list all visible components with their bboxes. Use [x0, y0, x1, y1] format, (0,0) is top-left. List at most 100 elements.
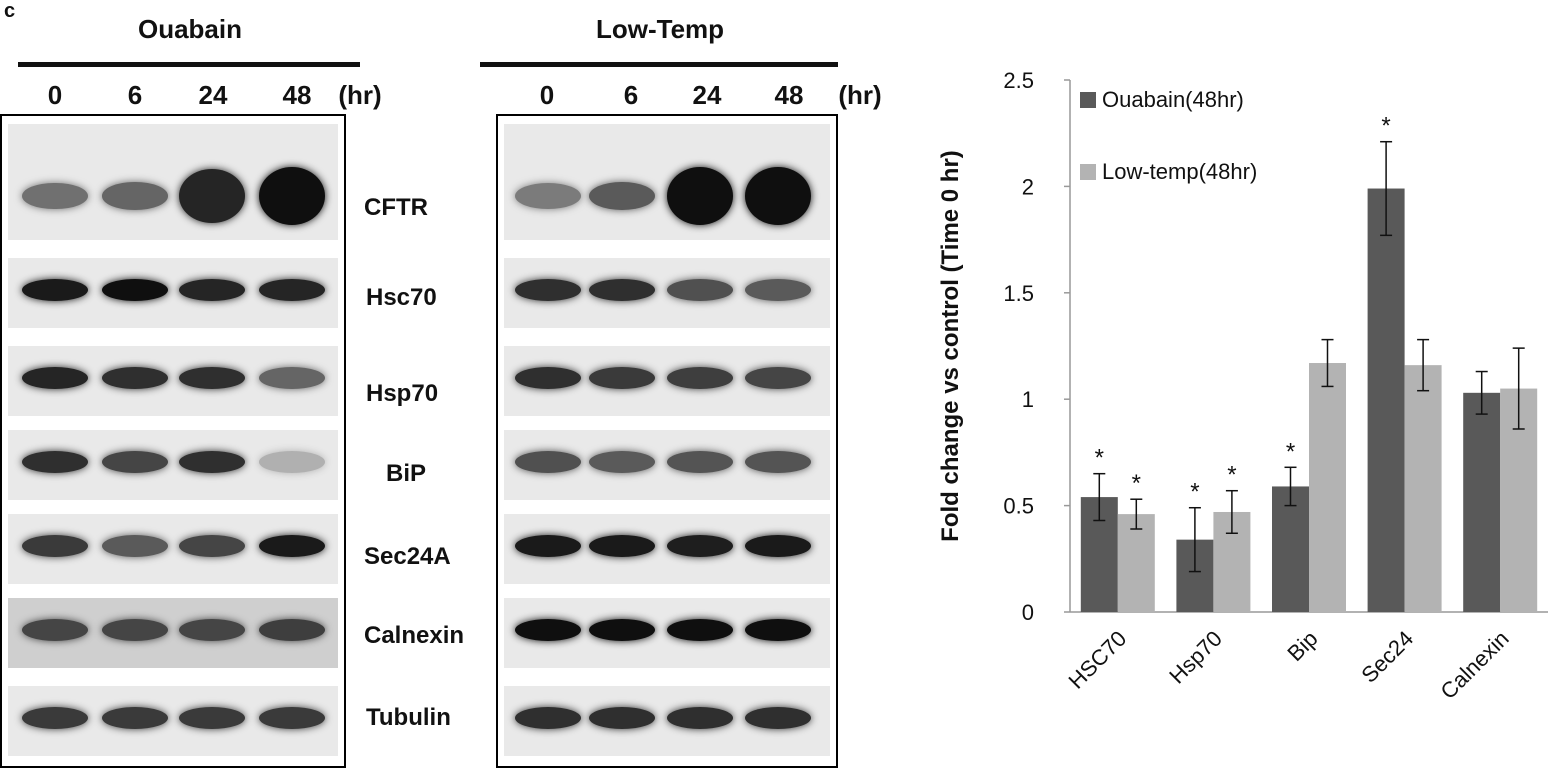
significance-marker: * [1132, 470, 1141, 497]
blot-band [22, 182, 88, 210]
condition-bar-ouabain [18, 62, 360, 67]
blot-band [179, 279, 245, 301]
blot-band [102, 535, 168, 557]
blot-band [745, 619, 811, 641]
blot-band [667, 279, 733, 301]
bar [1367, 188, 1405, 612]
timepoint-label: 48 [282, 80, 312, 110]
blot-band [102, 619, 168, 641]
blot-band [259, 535, 325, 557]
blot-band [589, 279, 655, 301]
bar-chart: Fold change vs control (Time 0 hr) 0 0.5 1… [937, 68, 1548, 704]
blot-band [179, 367, 245, 389]
timepoint-label: 24 [198, 80, 228, 110]
blot-band [22, 279, 88, 301]
y-tick-label: 0 [1022, 600, 1034, 625]
blot-band [179, 169, 245, 223]
blot-band [745, 367, 811, 389]
x-tick-label: Calnexin [1436, 626, 1514, 704]
significance-marker: * [1286, 438, 1295, 465]
blot-band [515, 279, 581, 301]
timepoint-label: 6 [127, 80, 143, 110]
blot-band [179, 619, 245, 641]
protein-label-cftr: CFTR [364, 194, 428, 221]
timepoint-label: 24 [692, 80, 722, 110]
blot-band [102, 279, 168, 301]
legend-swatch [1080, 164, 1096, 180]
timepoint-label: 0 [539, 80, 555, 110]
legend: Ouabain(48hr) Low-temp(48hr) [1080, 87, 1257, 184]
blot-band [259, 451, 325, 473]
protein-label-hsc70: Hsc70 [366, 284, 437, 311]
bars: * * * * * * [1080, 113, 1538, 612]
blot-band [515, 367, 581, 389]
bar [1463, 392, 1501, 612]
condition-bar-lowtemp [480, 62, 838, 67]
condition-title-lowtemp: Low-Temp [595, 14, 725, 44]
x-tick-label: Bip [1282, 626, 1322, 666]
time-unit-label: (hr) [838, 80, 882, 110]
legend-label: Low-temp(48hr) [1102, 159, 1257, 184]
bar [1404, 365, 1442, 612]
timepoint-label: 48 [774, 80, 804, 110]
blot-band [667, 167, 733, 225]
y-ticks: 0 0.5 1 1.5 2 2.5 [1003, 68, 1548, 625]
bar [1117, 514, 1155, 612]
protein-label-calnexin: Calnexin [364, 622, 465, 649]
condition-title-ouabain: Ouabain [137, 14, 242, 44]
bar [1309, 363, 1346, 612]
protein-label-sec24a: Sec24A [364, 543, 451, 570]
y-tick-label: 2 [1022, 174, 1034, 199]
blot-band [667, 619, 733, 641]
blot-band [667, 535, 733, 557]
time-unit-label: (hr) [338, 80, 382, 110]
blot-band [745, 535, 811, 557]
blot-band [259, 279, 325, 301]
blot-band [179, 451, 245, 473]
y-axis-label: Fold change vs control (Time 0 hr) [937, 150, 964, 542]
blot-band [667, 707, 733, 729]
y-tick-label: 2.5 [1003, 68, 1034, 93]
legend-label: Ouabain(48hr) [1102, 87, 1244, 112]
blot-band [589, 535, 655, 557]
y-tick-label: 1.5 [1003, 281, 1034, 306]
x-tick-label: Sec24 [1356, 626, 1418, 688]
protein-label-tubulin: Tubulin [366, 704, 451, 731]
blot-band [515, 183, 581, 209]
timepoint-label: 6 [623, 80, 639, 110]
legend-swatch [1080, 92, 1096, 108]
blot-band [22, 535, 88, 557]
blot-band [22, 367, 88, 389]
blot-band [102, 367, 168, 389]
protein-label-hsp70: Hsp70 [366, 380, 439, 407]
blot-band [589, 451, 655, 473]
blot-band [179, 535, 245, 557]
blot-band [259, 167, 325, 225]
y-tick-label: 0.5 [1003, 494, 1034, 519]
blot-band [745, 167, 811, 225]
blot-band [22, 619, 88, 641]
timepoint-label: 0 [47, 80, 63, 110]
blot-band [515, 535, 581, 557]
significance-marker: * [1190, 479, 1199, 506]
blot-band [667, 451, 733, 473]
bar [1272, 486, 1309, 612]
blot-band [515, 619, 581, 641]
protein-label-bip: BiP [386, 460, 427, 487]
blot-band [515, 707, 581, 729]
significance-marker: * [1227, 462, 1236, 489]
blot-band [259, 367, 325, 389]
blot-band [589, 619, 655, 641]
x-tick-label: HSC70 [1064, 626, 1132, 694]
blot-band [259, 707, 325, 729]
blot-band [179, 707, 245, 729]
significance-marker: * [1095, 445, 1104, 472]
blot-band [102, 182, 168, 210]
significance-marker: * [1381, 113, 1390, 140]
blot-band [102, 451, 168, 473]
y-tick-label: 1 [1022, 387, 1034, 412]
x-tick-labels: HSC70 Hsp70 Bip Sec24 Calnexin [1064, 626, 1514, 704]
blot-band [515, 451, 581, 473]
blot-band [745, 451, 811, 473]
x-tick-label: Hsp70 [1164, 626, 1227, 689]
